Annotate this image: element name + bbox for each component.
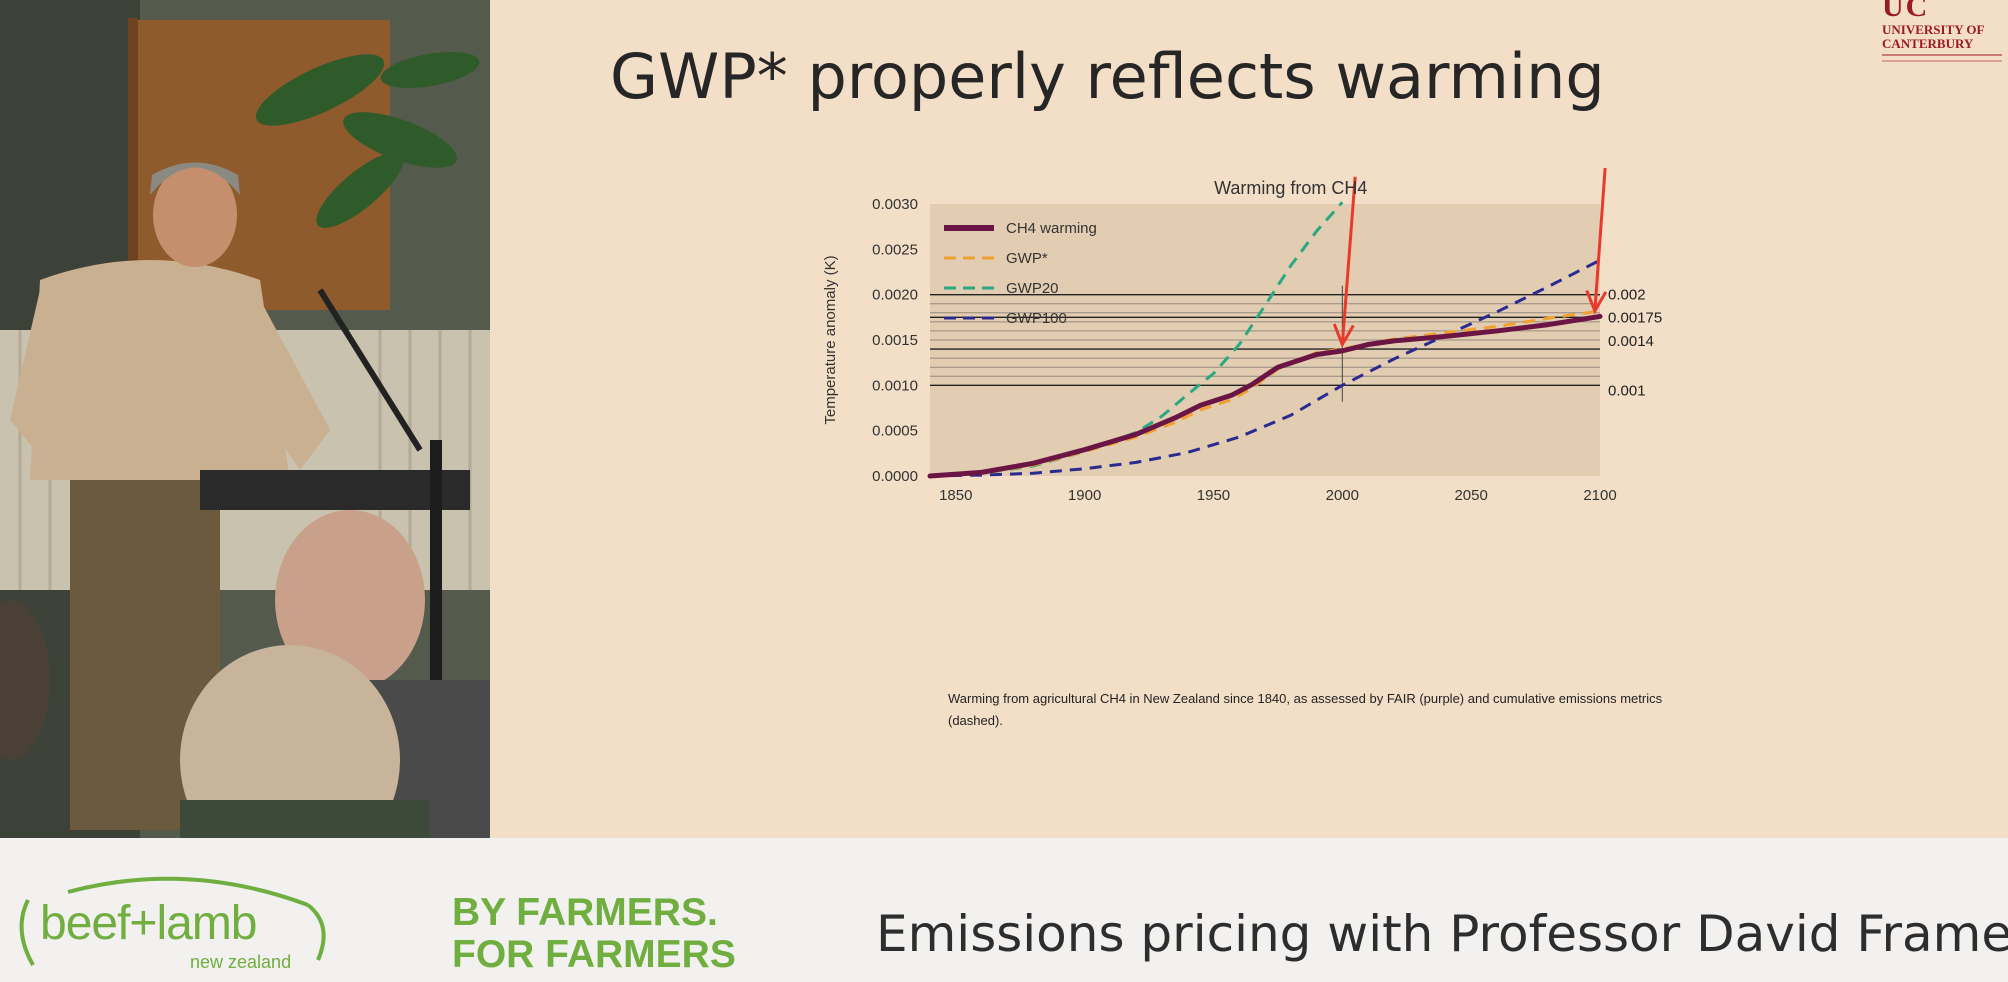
series-line-gwp100: [929, 258, 1601, 478]
y-tick-label: 0.0015: [872, 332, 918, 349]
legend-label: GWP20: [1006, 280, 1059, 297]
y-tick-label: 0.0005: [872, 423, 918, 440]
x-tick-label: 2050: [1454, 487, 1487, 504]
audience: [0, 510, 490, 838]
chart-caption: Warming from agricultural CH4 in New Zea…: [948, 691, 1663, 728]
reference-line-label: 0.002: [1608, 287, 1646, 304]
warming-chart: 1850 1900 1950 2000 2050 2100 0.0000 0.0005 0.00…: [822, 168, 1662, 504]
logo-line-3: CANTERBURY: [1882, 36, 1974, 51]
tagline-line-2: FOR FARMERS: [452, 933, 736, 976]
x-tick-label: 2100: [1583, 487, 1616, 504]
annotation-arrow: [1593, 168, 1607, 312]
legend-label: GWP*: [1006, 250, 1048, 267]
reference-line-label: 0.0014: [1608, 333, 1654, 350]
reference-line-label: 0.00175: [1608, 309, 1662, 326]
branding-bar: [0, 838, 2008, 982]
legend-label: CH4 warming: [1006, 220, 1097, 237]
x-tick-label: 2000: [1326, 487, 1359, 504]
y-tick-label: 0.0020: [872, 287, 918, 304]
chart-legend: CH4 warming GWP* GWP20 GWP100: [944, 220, 1097, 327]
brand-tagline: BY FARMERS. FOR FARMERS: [452, 892, 736, 976]
tagline-line-1: BY FARMERS.: [452, 891, 718, 934]
annotation-arrow: [1340, 176, 1357, 345]
y-tick-label: 0.0010: [872, 377, 918, 394]
x-tick-label: 1900: [1068, 487, 1101, 504]
slide-title: GWP* properly reflects warming: [610, 40, 1605, 113]
lectern: [200, 470, 470, 510]
legend-label: GWP100: [1006, 310, 1067, 327]
y-tick-label: 0.0000: [872, 468, 918, 485]
video-player[interactable]: GWP* properly reflects warming UC UNIVER…: [0, 0, 2008, 838]
beef-lamb-logo-swoosh: [19, 876, 326, 966]
annotation-arrowhead: [1585, 289, 1608, 315]
camera-feed: [0, 0, 490, 838]
y-axis-label: Temperature anomaly (K): [822, 255, 839, 424]
logo-line-1: UC: [1882, 0, 1930, 23]
camera-scene: [0, 0, 490, 838]
x-tick-label: 1950: [1197, 487, 1230, 504]
annotation-arrowhead: [1332, 323, 1355, 348]
y-tick-label: 0.0030: [872, 196, 918, 213]
y-tick-label: 0.0025: [872, 241, 918, 258]
brand-subtitle: new zealand: [190, 952, 292, 972]
reference-line-label: 0.001: [1608, 382, 1646, 399]
plant: [255, 52, 480, 228]
presentation-slide: GWP* properly reflects warming UC UNIVER…: [490, 0, 2008, 838]
series-line-ch4-warming: [927, 313, 1603, 479]
chart-title: Warming from CH4: [1214, 178, 1367, 198]
brand-name: beef+lamb: [40, 897, 257, 950]
speaker: [10, 162, 330, 830]
university-logo: UC UNIVERSITY OF CANTERBURY: [1880, 0, 2008, 70]
logo-line-2: UNIVERSITY OF: [1882, 22, 1985, 37]
x-tick-label: 1850: [939, 487, 972, 504]
video-title: Emissions pricing with Professor David F…: [876, 905, 2008, 963]
